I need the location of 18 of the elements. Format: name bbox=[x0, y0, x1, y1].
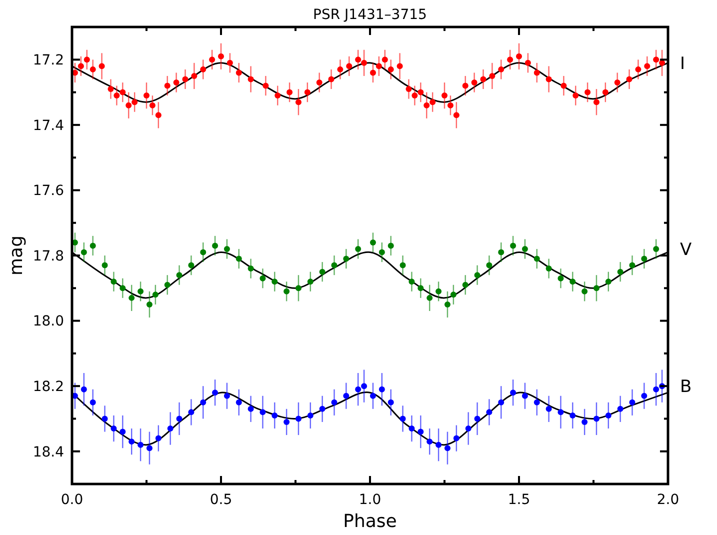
y-tick-label: 17.8 bbox=[32, 248, 64, 264]
chart-title: PSR J1431–3715 bbox=[313, 7, 427, 23]
y-tick-label: 18.2 bbox=[32, 378, 64, 395]
x-tick-label: 0.0 bbox=[60, 492, 84, 508]
x-tick-label: 0.5 bbox=[210, 492, 232, 508]
x-tick-label: 1.0 bbox=[358, 492, 382, 508]
y-tick-label: 17.6 bbox=[32, 183, 64, 200]
y-tick-label: 18.4 bbox=[32, 444, 64, 460]
series-label: I bbox=[680, 54, 686, 74]
series-label: V bbox=[680, 240, 692, 260]
y-tick-label: 17.2 bbox=[32, 52, 64, 69]
y-tick-label: 17.4 bbox=[32, 118, 64, 134]
series-label: B bbox=[680, 377, 692, 398]
x-tick-label: 2.0 bbox=[656, 492, 680, 508]
y-tick-label: 18.0 bbox=[32, 314, 64, 330]
y-axis-title: mag bbox=[6, 236, 27, 276]
x-axis-title: Phase bbox=[343, 511, 397, 532]
x-tick-label: 1.5 bbox=[508, 492, 530, 508]
